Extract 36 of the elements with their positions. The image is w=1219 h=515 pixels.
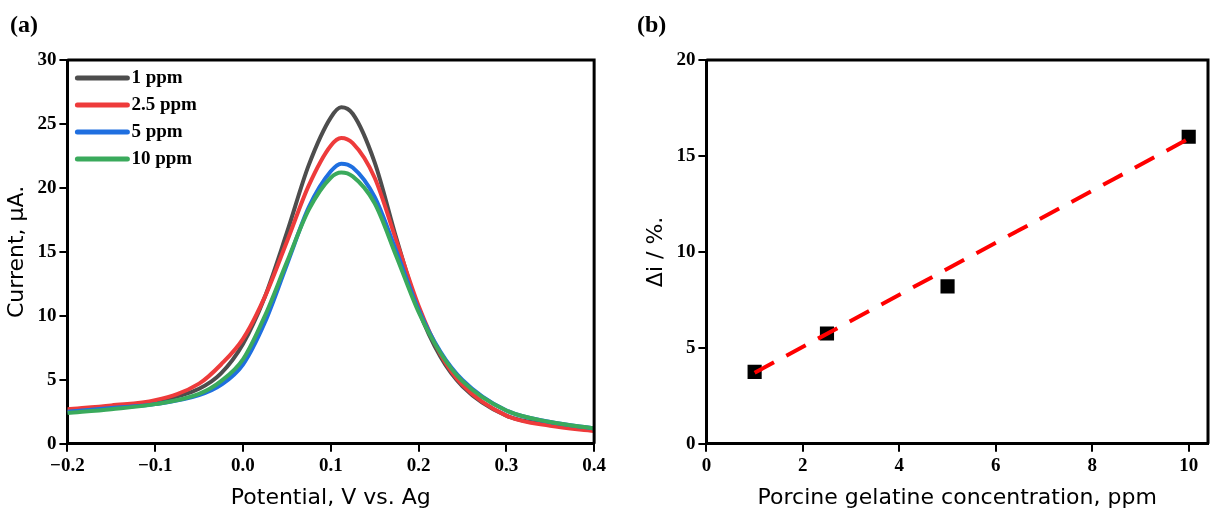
chart-title: (b) [637,11,667,38]
legend-label: 1 ppm [131,65,183,87]
y-tick-label: 30 [37,47,57,69]
legend-label: 2.5 ppm [131,92,198,114]
x-tick-label: −0.2 [50,454,85,476]
legend-label: 10 ppm [131,146,193,168]
y-tick-label: 20 [676,47,696,69]
legend-label: 5 ppm [131,119,183,141]
y-tick-label: 25 [37,111,57,133]
chart-title: (a) [10,11,38,38]
x-tick-label: 0.0 [231,454,255,476]
x-tick-label: 10 [1179,454,1199,476]
y-tick-label: 15 [37,239,57,261]
y-axis-title: Current, µA. [2,185,28,319]
y-tick-label: 5 [46,367,57,389]
x-tick-label: 0.2 [406,454,431,476]
point [940,279,955,294]
y-tick-label: 5 [685,335,696,357]
y-axis-title: Δi / %. [641,216,667,288]
y-tick-label: 10 [37,303,57,325]
x-tick-label: 0.4 [582,454,607,476]
y-tick-label: 20 [37,175,57,197]
y-tick-label: 10 [676,239,696,261]
y-tick-label: 0 [685,431,696,453]
x-axis-title: Potential, V vs. Ag [230,483,431,509]
x-tick-label: 8 [1087,454,1097,476]
y-tick-label: 0 [46,431,57,453]
x-tick-label: 0 [701,454,712,476]
x-axis-title: Porcine gelatine concentration, ppm [757,483,1157,509]
x-tick-label: 0.1 [318,454,343,476]
x-tick-label: 2 [798,454,808,476]
x-tick-label: −0.1 [137,454,173,476]
x-tick-label: 4 [894,454,905,476]
x-tick-label: 6 [991,454,1001,476]
x-tick-label: 0.3 [494,454,519,476]
y-tick-label: 15 [676,143,696,165]
